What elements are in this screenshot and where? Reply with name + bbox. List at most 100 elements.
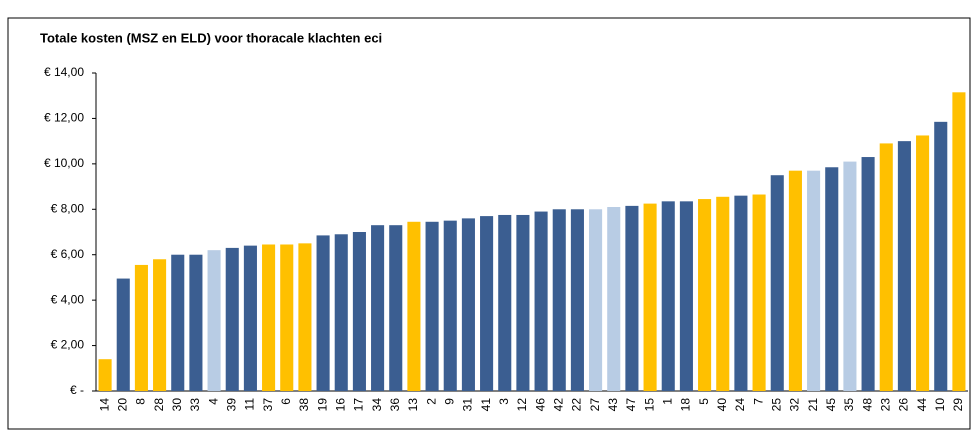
bar bbox=[807, 170, 821, 391]
bar bbox=[788, 170, 802, 391]
x-tick-label: 26 bbox=[897, 398, 911, 412]
bar bbox=[897, 141, 911, 391]
bar bbox=[552, 209, 566, 391]
bar bbox=[225, 247, 239, 391]
x-tick-label: 41 bbox=[479, 398, 493, 412]
x-tick-label: 3 bbox=[497, 398, 511, 405]
x-tick-label: 28 bbox=[152, 398, 166, 412]
bar bbox=[752, 194, 766, 391]
x-tick-label: 4 bbox=[206, 398, 220, 405]
x-tick-label: 35 bbox=[842, 398, 856, 412]
bar bbox=[389, 225, 403, 391]
x-tick-label: 44 bbox=[915, 398, 929, 412]
x-tick-label: 42 bbox=[551, 398, 565, 412]
bar bbox=[861, 157, 875, 391]
x-tick-label: 32 bbox=[788, 398, 802, 412]
x-tick-label: 9 bbox=[442, 398, 456, 405]
bar bbox=[443, 220, 457, 391]
x-tick-label: 39 bbox=[224, 398, 238, 412]
bar bbox=[243, 245, 257, 391]
bar bbox=[589, 209, 603, 391]
x-tick-label: 24 bbox=[733, 398, 747, 412]
y-tick-label: € - bbox=[70, 383, 84, 397]
bar bbox=[425, 221, 439, 391]
x-tick-label: 14 bbox=[97, 398, 111, 412]
x-tick-label: 11 bbox=[243, 398, 257, 411]
bar bbox=[825, 167, 839, 391]
x-tick-label: 33 bbox=[188, 398, 202, 412]
bar bbox=[879, 143, 893, 391]
bar bbox=[770, 175, 784, 391]
x-tick-label: 18 bbox=[679, 398, 693, 412]
y-tick-label: € 12,00 bbox=[44, 111, 84, 125]
y-tick-label: € 2,00 bbox=[51, 338, 85, 352]
x-tick-label: 7 bbox=[751, 398, 765, 405]
bar bbox=[207, 250, 221, 391]
bar bbox=[516, 214, 530, 391]
bar bbox=[98, 359, 112, 391]
x-tick-label: 1 bbox=[660, 398, 674, 405]
bar bbox=[189, 254, 203, 391]
bar bbox=[661, 201, 675, 391]
x-tick-label: 17 bbox=[352, 398, 366, 412]
y-tick-label: € 6,00 bbox=[51, 247, 85, 261]
bar bbox=[171, 254, 185, 391]
bar bbox=[461, 218, 475, 391]
x-tick-label: 20 bbox=[115, 398, 129, 412]
bar bbox=[607, 207, 621, 391]
x-tick-label: 5 bbox=[697, 398, 711, 405]
bar bbox=[570, 209, 584, 391]
x-tick-label: 47 bbox=[624, 398, 638, 412]
x-tick-label: 16 bbox=[333, 398, 347, 412]
bar bbox=[480, 216, 494, 391]
bar bbox=[698, 199, 712, 391]
bar bbox=[734, 195, 748, 391]
y-tick-label: € 4,00 bbox=[51, 292, 85, 306]
x-tick-label: 8 bbox=[134, 398, 148, 405]
x-tick-label: 29 bbox=[951, 398, 965, 412]
y-tick-label: € 10,00 bbox=[44, 156, 84, 170]
x-tick-label: 6 bbox=[279, 398, 293, 405]
chart-title: Totale kosten (MSZ en ELD) voor thoracal… bbox=[40, 30, 382, 45]
bar bbox=[316, 235, 330, 391]
x-tick-label: 40 bbox=[715, 398, 729, 412]
x-tick-label: 31 bbox=[461, 398, 475, 412]
bar bbox=[498, 214, 512, 391]
bar bbox=[534, 211, 548, 391]
x-tick-label: 45 bbox=[824, 398, 838, 412]
x-tick-label: 48 bbox=[860, 398, 874, 412]
x-tick-label: 10 bbox=[933, 398, 947, 412]
bar bbox=[625, 205, 639, 391]
x-tick-label: 21 bbox=[806, 398, 820, 412]
x-tick-label: 12 bbox=[515, 398, 529, 412]
x-tick-label: 37 bbox=[261, 398, 275, 412]
x-tick-label: 25 bbox=[769, 398, 783, 412]
x-tick-label: 27 bbox=[588, 398, 602, 412]
bar bbox=[352, 232, 366, 391]
bar bbox=[116, 278, 130, 391]
x-tick-label: 13 bbox=[406, 398, 420, 412]
x-tick-label: 15 bbox=[642, 398, 656, 412]
bar bbox=[934, 121, 948, 391]
bar bbox=[334, 234, 348, 391]
bar bbox=[298, 243, 312, 391]
bar bbox=[280, 244, 294, 391]
x-tick-label: 19 bbox=[315, 398, 329, 412]
bar bbox=[134, 264, 148, 391]
bar bbox=[952, 92, 966, 392]
x-tick-label: 23 bbox=[878, 398, 892, 412]
bar bbox=[716, 196, 730, 391]
y-tick-label: € 14,00 bbox=[44, 65, 84, 79]
y-tick-label: € 8,00 bbox=[51, 201, 85, 215]
x-tick-label: 34 bbox=[370, 398, 384, 412]
bar bbox=[371, 225, 385, 391]
bar bbox=[916, 135, 930, 391]
bar bbox=[843, 161, 857, 391]
x-tick-label: 36 bbox=[388, 398, 402, 412]
x-tick-label: 43 bbox=[606, 398, 620, 412]
bar bbox=[407, 221, 421, 391]
x-tick-label: 46 bbox=[533, 398, 547, 412]
bar bbox=[643, 203, 657, 391]
x-tick-label: 38 bbox=[297, 398, 311, 412]
